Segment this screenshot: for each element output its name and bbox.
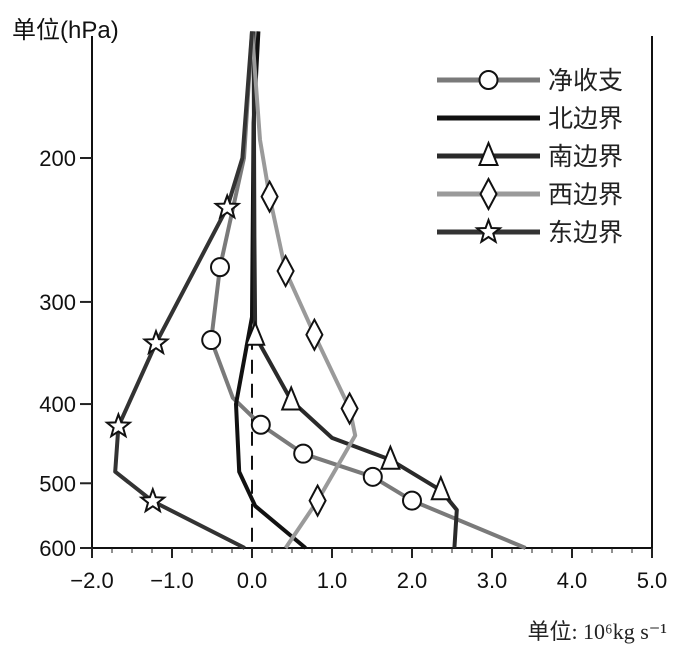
- legend-label: 东边界: [548, 219, 623, 247]
- series-line: [113, 31, 254, 550]
- data-point-diamond: [260, 179, 279, 214]
- data-point-star: [213, 192, 242, 220]
- legend-marker-triangle: [478, 140, 499, 166]
- y-tick-label: 300: [39, 290, 76, 315]
- data-point-circle: [250, 414, 271, 435]
- legend-item: 北边界: [437, 105, 623, 133]
- data-point-triangle: [280, 384, 302, 411]
- x-tick-label: −2.0: [70, 568, 113, 593]
- data-point-circle: [402, 490, 422, 511]
- y-axis-label: 单位(hPa): [12, 17, 119, 44]
- data-point-circle: [210, 257, 230, 278]
- legend-item: 南边界: [437, 140, 623, 171]
- x-axis-label: 单位: 10⁶kg s⁻¹: [527, 619, 667, 644]
- data-point-diamond: [340, 391, 359, 426]
- series-3: [250, 31, 359, 550]
- legend-label: 南边界: [548, 143, 623, 171]
- y-tick-label: 400: [39, 392, 76, 417]
- data-point-triangle: [430, 474, 452, 501]
- legend-label: 净收支: [548, 67, 623, 95]
- data-point-circle: [293, 443, 314, 464]
- series-line: [250, 31, 358, 550]
- x-tick-label: 1.0: [317, 568, 348, 593]
- series-2: [244, 31, 459, 549]
- y-tick-label: 500: [39, 471, 76, 496]
- data-point-star: [141, 328, 171, 356]
- legend-marker-star: [474, 217, 503, 245]
- x-tick-label: 4.0: [557, 568, 588, 593]
- legend-marker-diamond: [479, 176, 498, 212]
- legend-item: 东边界: [437, 217, 623, 247]
- legend-item: 净收支: [437, 67, 623, 95]
- y-tick-label: 200: [39, 146, 76, 171]
- data-point-diamond: [276, 253, 295, 289]
- data-point-star: [104, 411, 133, 439]
- data-point-triangle: [379, 444, 401, 470]
- series-line: [251, 31, 459, 549]
- x-tick-label: 5.0: [637, 568, 668, 593]
- legend-marker-circle: [478, 70, 499, 90]
- x-tick-label: 0.0: [237, 568, 268, 593]
- data-point-triangle: [244, 320, 266, 346]
- x-tick-label: −1.0: [150, 568, 193, 593]
- legend-label: 北边界: [548, 105, 623, 133]
- data-point-circle: [201, 330, 222, 351]
- legend-label: 西边界: [548, 181, 623, 209]
- legend-item: 西边界: [437, 176, 623, 212]
- data-point-diamond: [308, 483, 327, 518]
- x-tick-label: 3.0: [477, 568, 508, 593]
- data-point-diamond: [305, 317, 324, 352]
- series-4: [104, 31, 254, 550]
- data-point-star: [138, 486, 167, 514]
- data-point-circle: [362, 466, 383, 487]
- y-tick-label: 600: [39, 536, 76, 561]
- x-tick-label: 2.0: [397, 568, 428, 593]
